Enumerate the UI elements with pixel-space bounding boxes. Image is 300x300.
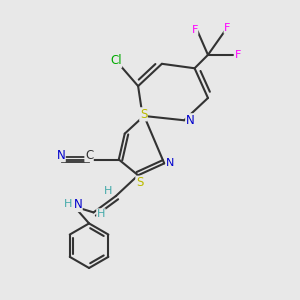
Text: S: S	[140, 108, 147, 121]
Text: F: F	[235, 50, 241, 60]
Text: H: H	[104, 186, 112, 196]
Text: N: N	[74, 199, 82, 212]
Text: H: H	[64, 199, 72, 209]
Text: F: F	[191, 25, 198, 34]
Text: Cl: Cl	[110, 54, 122, 67]
Text: N: N	[56, 148, 65, 162]
Text: N: N	[166, 158, 174, 168]
Text: N: N	[186, 114, 194, 127]
Text: C: C	[85, 148, 93, 162]
Text: S: S	[136, 176, 143, 189]
Text: H: H	[97, 209, 105, 219]
Text: F: F	[224, 23, 230, 33]
